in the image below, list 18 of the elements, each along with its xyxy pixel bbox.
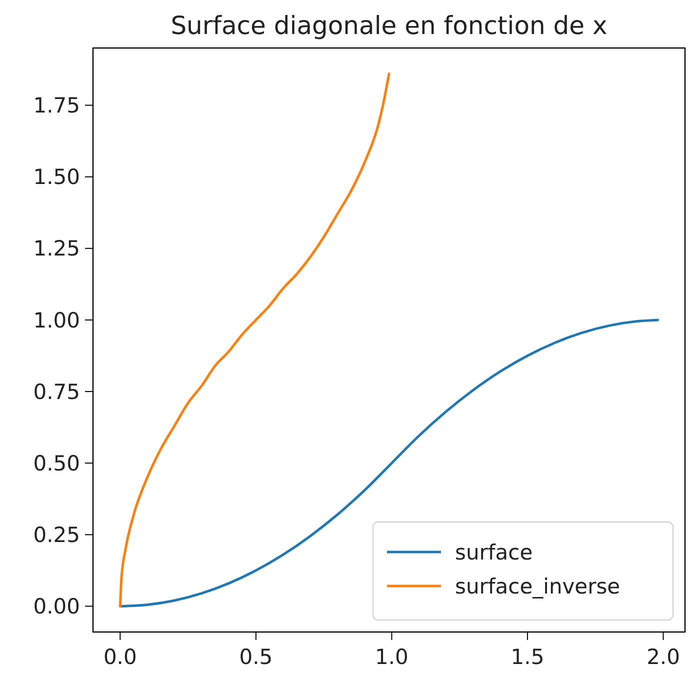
chart-title: Surface diagonale en fonction de x [170,11,608,40]
y-tick-label: 0.25 [33,523,80,548]
y-tick-label: 1.50 [33,165,80,190]
y-tick-label: 0.75 [33,380,80,404]
line-series [118,72,390,608]
y-tick-label: 0.00 [33,594,80,619]
x-tick-label: 2.0 [646,645,680,669]
y-tick-label: 1.75 [33,94,80,118]
x-tick-label: 1.5 [510,645,544,669]
x-tick-label: 0.5 [239,645,273,669]
y-tick-label: 0.50 [33,451,80,476]
line-series [118,318,660,608]
x-tick-label: 1.0 [375,645,408,669]
legend-label: surface [455,540,533,564]
x-tick-label: 0.0 [103,645,137,669]
y-tick-label: 1.00 [33,308,80,332]
y-tick-label: 1.25 [33,236,80,261]
legend-label: surface_inverse [455,574,620,598]
